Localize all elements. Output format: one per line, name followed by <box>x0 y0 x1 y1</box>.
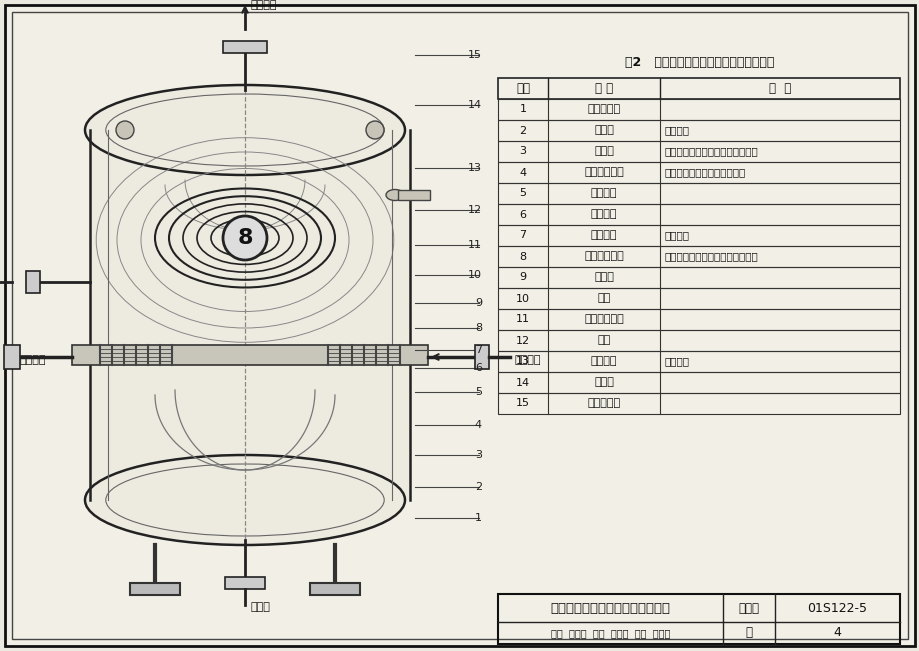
Circle shape <box>366 121 383 139</box>
Text: 12: 12 <box>516 335 529 346</box>
Text: 热媒入口: 热媒入口 <box>515 355 541 365</box>
Bar <box>4 345 20 369</box>
Text: 6: 6 <box>519 210 526 219</box>
Text: 13: 13 <box>468 163 482 173</box>
Text: 13: 13 <box>516 357 529 367</box>
Text: 被加热水在该处被加热成热水: 被加热水在该处被加热成热水 <box>664 167 745 178</box>
Text: 5: 5 <box>474 387 482 397</box>
Text: 排汽孔: 排汽孔 <box>594 273 613 283</box>
Bar <box>497 594 899 644</box>
Text: 15: 15 <box>468 50 482 60</box>
Text: 7: 7 <box>474 345 482 355</box>
Text: 3: 3 <box>519 146 526 156</box>
Text: 3: 3 <box>474 450 482 460</box>
Text: 浮动盘管: 浮动盘管 <box>664 357 689 367</box>
Circle shape <box>116 121 134 139</box>
Ellipse shape <box>386 189 403 201</box>
Text: 浮动盘管: 浮动盘管 <box>664 230 689 240</box>
Bar <box>222 41 267 53</box>
Text: 换热盘管: 换热盘管 <box>590 357 617 367</box>
Text: 6: 6 <box>474 363 482 373</box>
Text: 11: 11 <box>468 240 482 250</box>
Bar <box>497 330 899 351</box>
Bar <box>497 351 899 372</box>
Text: 快速加热部分: 快速加热部分 <box>584 167 623 178</box>
Text: 筒体: 筒体 <box>596 335 610 346</box>
Text: 审核  李小春  校对  邱西青  设计  王江如: 审核 李小春 校对 邱西青 设计 王江如 <box>550 628 669 638</box>
Text: 8: 8 <box>237 228 253 248</box>
Text: 说  明: 说 明 <box>768 82 790 95</box>
Text: 热水贮存部分: 热水贮存部分 <box>584 314 623 324</box>
Bar <box>398 190 429 200</box>
Text: 15: 15 <box>516 398 529 408</box>
Text: 表2   立式半容积式水加热器主要部件名称: 表2 立式半容积式水加热器主要部件名称 <box>625 55 774 68</box>
Bar <box>497 267 899 288</box>
Ellipse shape <box>85 455 404 545</box>
Text: 排污口: 排污口 <box>251 602 270 612</box>
Text: 下封头: 下封头 <box>594 126 613 135</box>
Text: 加热部分筒体: 加热部分筒体 <box>584 251 623 262</box>
Text: 10: 10 <box>468 270 482 280</box>
Circle shape <box>222 216 267 260</box>
Bar <box>497 309 899 330</box>
Text: 上封头: 上封头 <box>594 378 613 387</box>
Text: 4: 4 <box>833 626 841 639</box>
Bar <box>225 577 265 589</box>
Bar <box>497 183 899 204</box>
Bar <box>497 288 899 309</box>
Text: 2: 2 <box>519 126 526 135</box>
Text: 用以分隔加热部分和热水贮存部分: 用以分隔加热部分和热水贮存部分 <box>664 251 758 262</box>
Bar <box>72 345 427 365</box>
Bar <box>310 583 359 595</box>
Bar <box>90 130 410 500</box>
Text: 页: 页 <box>744 626 752 639</box>
Text: 角钢: 角钢 <box>596 294 610 303</box>
Text: 14: 14 <box>468 100 482 110</box>
Bar <box>497 225 899 246</box>
Text: 热媒进管: 热媒进管 <box>590 210 617 219</box>
Text: 2: 2 <box>474 482 482 492</box>
Text: 11: 11 <box>516 314 529 324</box>
Text: 支承式支座: 支承式支座 <box>587 105 620 115</box>
Bar <box>497 141 899 162</box>
Text: 回流管: 回流管 <box>594 146 613 156</box>
Text: 名 称: 名 称 <box>595 82 612 95</box>
Bar <box>497 204 899 225</box>
Text: 01S122-5: 01S122-5 <box>807 602 867 615</box>
Text: 热媒出管: 热媒出管 <box>590 189 617 199</box>
Text: 热水出口: 热水出口 <box>251 0 278 10</box>
Text: 12: 12 <box>468 205 482 215</box>
Text: 图集号: 图集号 <box>738 602 759 615</box>
Text: 1: 1 <box>519 105 526 115</box>
Text: 8: 8 <box>519 251 526 262</box>
Bar <box>130 583 180 595</box>
Bar <box>497 99 899 120</box>
Text: 换热盘管: 换热盘管 <box>590 230 617 240</box>
Text: 8: 8 <box>474 323 482 333</box>
Bar <box>26 271 40 293</box>
Text: 热媒出口: 热媒出口 <box>20 355 47 365</box>
Bar <box>497 78 899 99</box>
Bar <box>474 345 489 369</box>
Bar <box>497 372 899 393</box>
Bar <box>497 162 899 183</box>
Text: 下设支座: 下设支座 <box>664 126 689 135</box>
Bar <box>497 246 899 267</box>
Bar <box>497 393 899 414</box>
Text: 将已加热的热水输入水加热器底部: 将已加热的热水输入水加热器底部 <box>664 146 758 156</box>
Text: 安全阀接口: 安全阀接口 <box>587 398 620 408</box>
Text: 9: 9 <box>474 298 482 308</box>
Text: 4: 4 <box>519 167 526 178</box>
Text: 1: 1 <box>474 513 482 523</box>
Text: 7: 7 <box>519 230 526 240</box>
Text: 10: 10 <box>516 294 529 303</box>
Ellipse shape <box>85 85 404 175</box>
Text: 编号: 编号 <box>516 82 529 95</box>
Text: 14: 14 <box>516 378 529 387</box>
Text: 9: 9 <box>519 273 526 283</box>
Text: 立式半容积式水加热器工作原理图: 立式半容积式水加热器工作原理图 <box>550 602 670 615</box>
Text: 4: 4 <box>474 420 482 430</box>
Bar <box>497 120 899 141</box>
Text: 5: 5 <box>519 189 526 199</box>
